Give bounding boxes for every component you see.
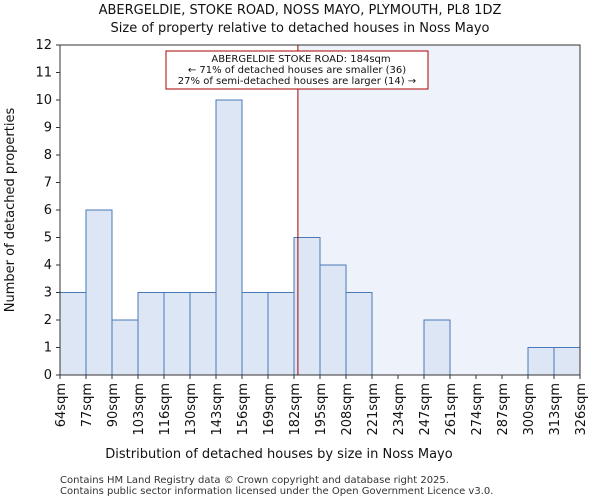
x-tick-label: 182sqm bbox=[288, 383, 303, 436]
y-axis-label: Number of detached properties bbox=[3, 108, 18, 313]
x-tick-label: 234sqm bbox=[392, 383, 407, 436]
x-tick-label: 261sqm bbox=[444, 383, 459, 436]
y-tick-label: 3 bbox=[44, 286, 52, 301]
x-tick-label: 195sqm bbox=[314, 383, 329, 436]
bar-103sqm bbox=[137, 292, 165, 376]
x-tick-label: 156sqm bbox=[236, 383, 251, 436]
x-tick-label: 221sqm bbox=[366, 383, 381, 436]
y-tick-label: 9 bbox=[44, 121, 52, 136]
x-tick-label: 247sqm bbox=[418, 383, 433, 436]
bar-143sqm bbox=[215, 99, 243, 376]
y-tick-label: 0 bbox=[44, 368, 52, 383]
x-tick-label: 287sqm bbox=[496, 383, 511, 436]
x-tick-label: 208sqm bbox=[340, 383, 355, 436]
y-tick-label: 7 bbox=[44, 176, 52, 191]
bar-64sqm bbox=[59, 292, 87, 376]
bars bbox=[59, 99, 581, 376]
footer-line-1: Contains HM Land Registry data © Crown c… bbox=[60, 475, 449, 486]
annotation-line-2: ← 71% of detached houses are smaller (36… bbox=[188, 65, 406, 76]
annotation-line-3: 27% of semi-detached houses are larger (… bbox=[178, 76, 416, 87]
y-tick-label: 4 bbox=[44, 258, 52, 273]
chart-title: ABERGELDIE, STOKE ROAD, NOSS MAYO, PLYMO… bbox=[99, 3, 502, 18]
x-tick-label: 77sqm bbox=[80, 383, 95, 427]
x-tick-label: 326sqm bbox=[574, 383, 589, 436]
x-tick-label: 64sqm bbox=[54, 383, 69, 427]
bar-313sqm bbox=[553, 347, 581, 376]
y-tick-label: 12 bbox=[35, 38, 52, 53]
y-tick-label: 8 bbox=[44, 148, 52, 163]
y-tick-label: 2 bbox=[44, 313, 52, 328]
y-tick-label: 10 bbox=[35, 93, 52, 108]
y-tick-label: 11 bbox=[35, 66, 52, 81]
annotation-box: ABERGELDIE STOKE ROAD: 184sqm ← 71% of d… bbox=[165, 50, 429, 90]
x-tick-label: 274sqm bbox=[470, 383, 485, 436]
bar-130sqm bbox=[189, 292, 217, 376]
y-tick-label: 6 bbox=[44, 203, 52, 218]
chart-subtitle: Size of property relative to detached ho… bbox=[111, 21, 490, 36]
x-axis-label: Distribution of detached houses by size … bbox=[105, 447, 452, 462]
bar-116sqm bbox=[163, 292, 191, 376]
x-tick-label: 90sqm bbox=[106, 383, 121, 427]
x-tick-label: 116sqm bbox=[158, 383, 173, 436]
annotation-line-1: ABERGELDIE STOKE ROAD: 184sqm bbox=[211, 54, 390, 65]
y-tick-label: 5 bbox=[44, 231, 52, 246]
x-axis-ticks: 64sqm 77sqm 90sqm 103sqm 116sqm 130sqm 143sqm 1… bbox=[54, 375, 589, 436]
x-tick-label: 313sqm bbox=[548, 383, 563, 436]
bar-195sqm bbox=[319, 264, 347, 376]
bar-247sqm bbox=[423, 319, 451, 376]
annotation-border bbox=[165, 50, 429, 90]
x-tick-label: 143sqm bbox=[210, 383, 225, 436]
x-tick-label: 169sqm bbox=[262, 383, 277, 436]
footer-line-2: Contains public sector information licen… bbox=[60, 486, 493, 497]
bar-169sqm bbox=[267, 292, 295, 376]
y-tick-label: 1 bbox=[44, 341, 52, 356]
plot-frame bbox=[59, 44, 581, 376]
bar-77sqm bbox=[85, 209, 113, 376]
bar-300sqm bbox=[527, 347, 555, 376]
x-tick-label: 103sqm bbox=[132, 383, 147, 436]
bar-90sqm bbox=[111, 319, 139, 376]
x-tick-label: 300sqm bbox=[522, 383, 537, 436]
bar-156sqm bbox=[241, 292, 269, 376]
bar-208sqm bbox=[345, 292, 373, 376]
x-tick-label: 130sqm bbox=[184, 383, 199, 436]
